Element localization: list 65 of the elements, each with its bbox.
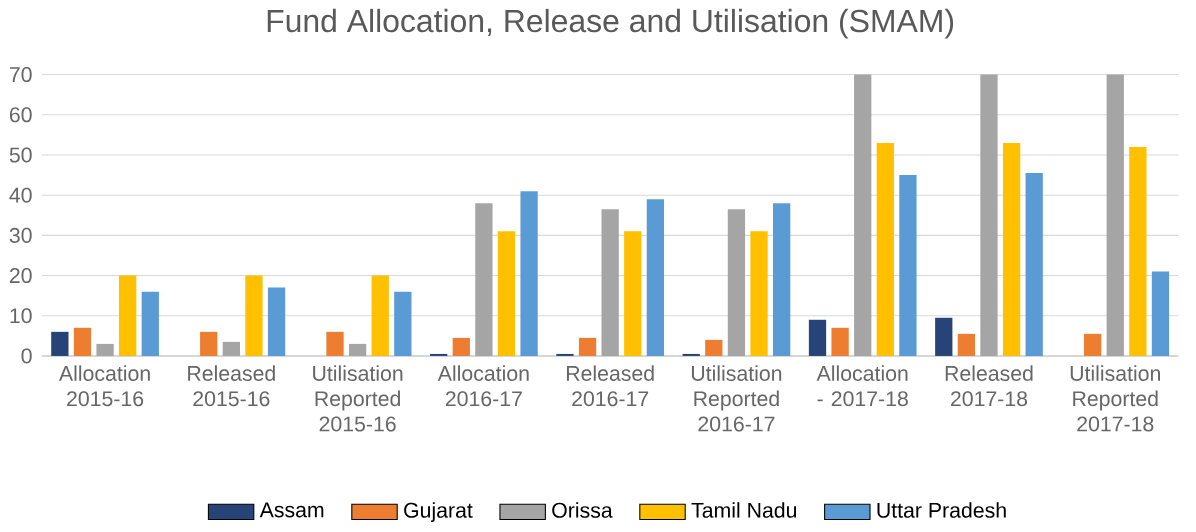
legend-label: Assam <box>259 502 324 518</box>
bar <box>430 353 448 356</box>
bar <box>245 275 263 356</box>
bar <box>267 287 286 356</box>
bar <box>1106 74 1124 356</box>
bar <box>601 209 619 356</box>
y-tick-label: 40 <box>9 187 32 203</box>
legend-label: Tamil Nadu <box>691 502 797 518</box>
bar <box>727 209 746 356</box>
bar <box>705 339 723 356</box>
bar <box>1151 271 1170 356</box>
bar <box>1129 146 1147 356</box>
bar <box>682 353 700 356</box>
bar <box>1002 142 1021 356</box>
bar <box>773 203 791 356</box>
bar <box>452 337 470 356</box>
bar <box>200 331 218 356</box>
chart-title: Fund Allocation, Release and Utilisation (SMAM) <box>267 8 954 39</box>
bar <box>51 331 69 356</box>
bar <box>119 275 137 356</box>
y-tick-label: 0 <box>21 348 32 364</box>
x-tick-label: Released 2016-17 <box>566 365 654 407</box>
bar <box>348 343 367 356</box>
bar <box>899 174 917 356</box>
y-tick-label: 70 <box>9 66 32 82</box>
bar <box>854 74 872 356</box>
y-tick-label: 20 <box>9 267 32 283</box>
bar <box>646 199 665 356</box>
bar <box>371 275 389 356</box>
bar <box>624 231 642 356</box>
y-tick-label: 30 <box>9 227 32 243</box>
bar <box>497 231 516 356</box>
bar <box>831 327 849 356</box>
y-tick-label: 60 <box>9 107 32 123</box>
bar <box>475 203 493 356</box>
x-tick-label: Allocation 2015-16 <box>58 365 150 407</box>
bar <box>808 319 827 356</box>
bar <box>578 337 597 356</box>
bar <box>1025 172 1043 356</box>
bar <box>957 333 976 356</box>
legend-label: Orissa <box>552 502 613 518</box>
bar <box>326 331 344 356</box>
bar <box>222 341 240 356</box>
legend-label: Uttar Pradesh <box>877 502 1006 518</box>
legend-label: Gujarat <box>404 502 473 522</box>
bar <box>520 191 538 356</box>
bar <box>980 74 998 356</box>
bar <box>935 317 953 356</box>
x-tick-label: Allocation - 2017-18 <box>816 365 908 407</box>
bar <box>876 142 894 356</box>
x-tick-label: Utilisation Reported 2017-18 <box>1070 365 1160 432</box>
y-tick-label: 50 <box>9 147 32 163</box>
bar <box>394 291 412 356</box>
bar <box>750 231 768 356</box>
bar <box>73 327 92 356</box>
bar <box>556 353 574 356</box>
bar <box>141 291 159 356</box>
x-tick-label: Utilisation Reported 2016-17 <box>691 365 782 432</box>
x-tick-label: Utilisation Reported 2015-16 <box>313 365 403 432</box>
bar <box>96 343 114 356</box>
x-tick-label: Allocation 2016-17 <box>437 365 529 407</box>
y-tick-label: 10 <box>10 308 32 324</box>
x-tick-label: Released 2017-18 <box>945 365 1033 407</box>
bar <box>1084 333 1102 356</box>
x-tick-label: Released 2015-16 <box>188 365 275 407</box>
